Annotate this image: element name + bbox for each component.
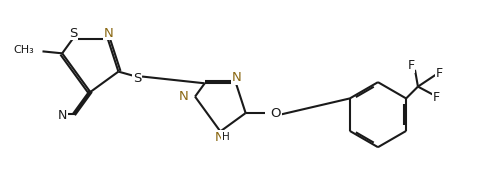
Text: F: F bbox=[407, 59, 415, 72]
Text: CH₃: CH₃ bbox=[14, 45, 35, 55]
Text: N: N bbox=[214, 131, 224, 144]
Text: N: N bbox=[232, 71, 242, 84]
Text: N: N bbox=[58, 109, 68, 122]
Text: O: O bbox=[270, 107, 281, 120]
Text: N: N bbox=[178, 90, 188, 103]
Text: F: F bbox=[433, 91, 440, 104]
Text: F: F bbox=[436, 67, 443, 80]
Text: H: H bbox=[222, 132, 229, 142]
Text: N: N bbox=[104, 27, 114, 40]
Text: S: S bbox=[133, 71, 141, 85]
Text: S: S bbox=[69, 27, 77, 40]
